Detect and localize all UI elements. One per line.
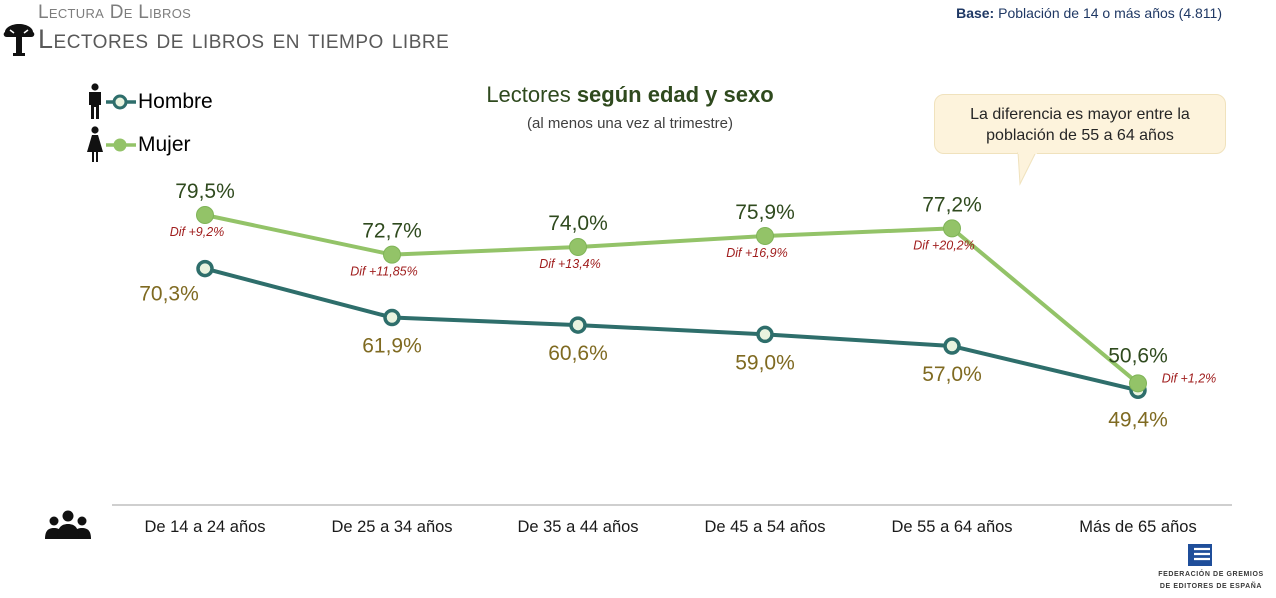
chart-subtitle: (al menos una vez al trimestre) <box>527 115 733 132</box>
hombre-value-label: 60,6% <box>548 342 608 365</box>
mujer-value-label: 50,6% <box>1108 344 1168 367</box>
hombre-series-line <box>204 266 1139 393</box>
callout-tail <box>1017 152 1037 186</box>
logo-book-icon <box>1188 544 1212 566</box>
chart-title-bold: según edad y sexo <box>576 82 774 107</box>
hombre-point <box>196 259 214 278</box>
hombre-value-label: 61,9% <box>362 335 422 358</box>
callout-line-1: La diferencia es mayor entre la <box>970 106 1190 123</box>
hombre-legend-marker <box>106 94 136 110</box>
x-tick-label: De 45 a 54 años <box>704 518 825 536</box>
legend-hombre-label: Hombre <box>138 90 213 113</box>
difference-label: Dif +20,2% <box>913 238 975 252</box>
base-text: Población de 14 o más años (4.811) <box>998 5 1222 21</box>
x-tick-label: De 35 a 44 años <box>517 518 638 536</box>
hombre-point <box>569 316 587 334</box>
hombre-value-label: 57,0% <box>922 363 982 386</box>
chart-title-prefix: Lectores <box>486 82 577 107</box>
woman-icon <box>87 126 103 162</box>
legend-mujer-label: Mujer <box>138 133 191 156</box>
mujer-value-label: 74,0% <box>548 212 608 235</box>
tree-icon <box>3 24 35 56</box>
publisher-logo: FEDERACIÓN DE GREMIOS DE EDITORES DE ESP… <box>1152 543 1270 591</box>
mujer-point <box>383 245 401 264</box>
chart-title: Lectores según edad y sexo <box>380 82 880 108</box>
legend-hombre: Hombre <box>84 82 213 122</box>
mujer-value-label: 77,2% <box>922 193 982 216</box>
mujer-value-label: 75,9% <box>735 201 795 224</box>
logo-text-2: DE EDITORES DE ESPAÑA <box>1159 583 1263 590</box>
callout-box: La diferencia es mayor entre la població… <box>934 94 1226 154</box>
mujer-point <box>756 226 774 245</box>
difference-label: Dif +9,2% <box>170 225 225 239</box>
mujer-point <box>196 206 214 224</box>
hombre-point <box>943 337 961 355</box>
difference-label: Dif +1,2% <box>1162 371 1217 385</box>
hombre-value-label: 59,0% <box>735 351 795 374</box>
hombre-point <box>756 325 774 344</box>
logo-text-1: FEDERACIÓN DE GREMIOS <box>1158 571 1264 578</box>
legend-mujer: Mujer <box>84 125 191 165</box>
hombre-value-label: 49,4% <box>1108 408 1168 431</box>
people-group-icon <box>45 510 91 539</box>
mujer-point <box>943 219 961 238</box>
base-note: Base: Población de 14 o más años (4.811) <box>956 5 1222 21</box>
x-tick-label: Más de 65 años <box>1079 518 1196 536</box>
mujer-series-line <box>204 213 1140 385</box>
mujer-value-label: 72,7% <box>362 220 422 243</box>
hombre-value-label: 70,3% <box>139 283 199 306</box>
difference-label: Dif +16,9% <box>726 246 788 260</box>
x-tick-label: De 25 a 34 años <box>331 518 452 536</box>
page-supertitle: Lectura De Libros <box>38 2 192 23</box>
mujer-point <box>1129 374 1147 393</box>
mujer-value-label: 79,5% <box>175 180 235 203</box>
x-tick-label: De 55 a 64 años <box>891 518 1012 536</box>
base-label: Base: <box>956 5 995 21</box>
x-tick-label: De 14 a 24 años <box>144 518 265 536</box>
page-title: Lectores de libros en tiempo libre <box>38 24 450 54</box>
difference-label: Dif +11,85% <box>350 265 418 279</box>
callout-line-2: población de 55 a 64 años <box>986 127 1174 144</box>
mujer-point <box>569 238 587 257</box>
mujer-legend-marker <box>106 138 136 152</box>
hombre-point <box>383 308 401 327</box>
man-icon <box>89 83 101 119</box>
difference-label: Dif +13,4% <box>539 257 601 271</box>
